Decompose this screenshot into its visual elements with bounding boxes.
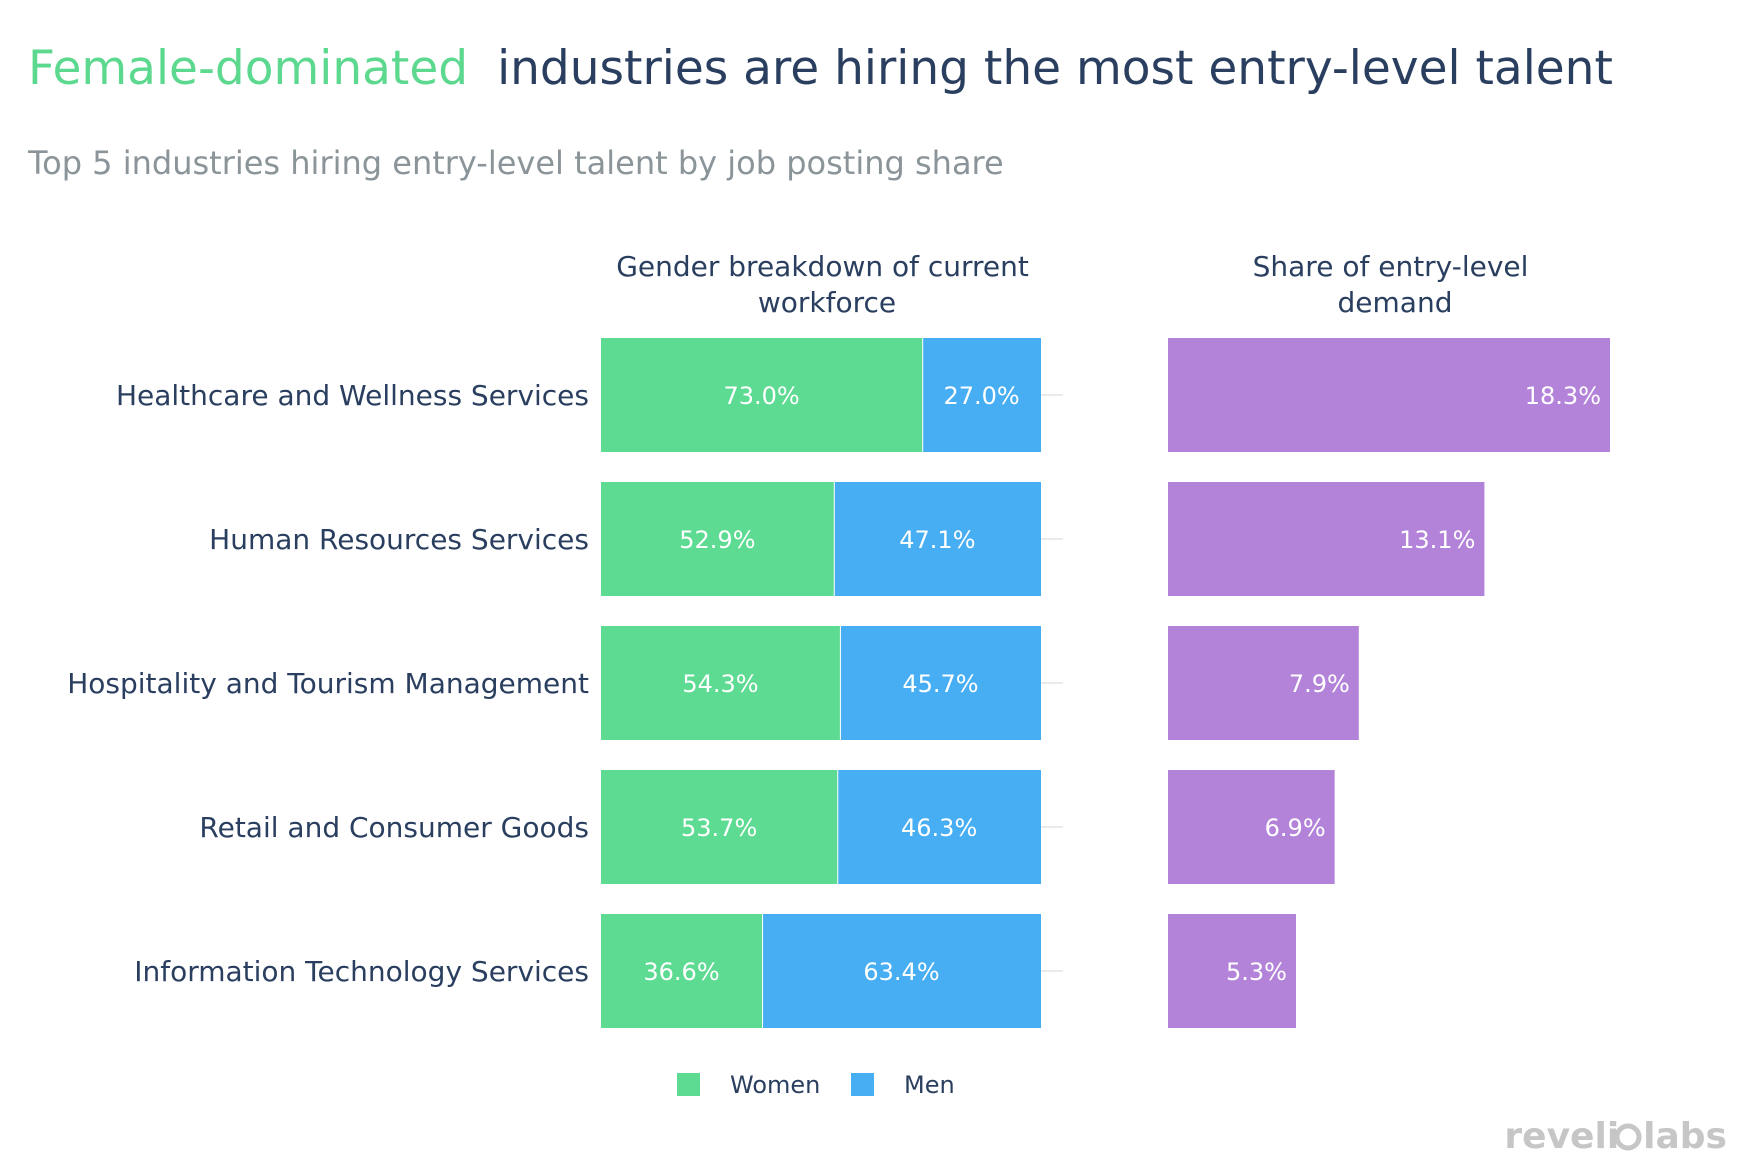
demand-panel-title-line-1: Share of entry-level [1253,250,1529,283]
bar-women-label: 53.7% [681,814,757,842]
category-labels: Healthcare and Wellness Services Human Re… [67,379,589,988]
bar-demand-label: 5.3% [1226,958,1287,986]
bar-men [834,482,1041,596]
revelio-labs-logo: reveli labs [1504,1116,1727,1157]
legend-men-label: Men [904,1071,955,1099]
logo-dot-icon [1614,1123,1642,1151]
bar-demand [1168,482,1485,596]
bar-demand [1168,770,1335,884]
category-label: Human Resources Services [209,523,589,556]
bar-demand-label: 18.3% [1525,382,1601,410]
chart-title-highlight: Female-dominated [28,41,468,96]
gender-bars: 73.0% 27.0% 52.9% 47.1% 54.3% 45.7% 53.7% 46.3%… [601,338,1041,1028]
bar-women [601,482,834,596]
bar-men-label: 46.3% [901,814,977,842]
bar-men [763,914,1041,1028]
chart-title-rest: industries are hiring the most entry-lev… [497,41,1613,96]
bar-women [601,914,763,1028]
bar-women [601,626,840,740]
logo-text-b: labs [1643,1116,1727,1157]
gender-panel-title-line-2: workforce [758,286,896,319]
bar-demand-label: 13.1% [1399,526,1475,554]
bar-demand [1168,626,1359,740]
bar-demand-label: 7.9% [1289,670,1350,698]
bar-men-label: 63.4% [863,958,939,986]
demand-panel-title-line-2: demand [1338,286,1453,319]
bar-men-label: 47.1% [899,526,975,554]
bar-demand-label: 6.9% [1265,814,1326,842]
category-label: Information Technology Services [134,955,589,988]
category-label: Healthcare and Wellness Services [116,379,589,412]
gender-panel-title-line-1: Gender breakdown of current [616,250,1029,283]
axis-ticks [1041,394,1063,972]
bar-women [601,338,923,452]
legend-men-swatch [851,1073,874,1096]
category-label: Hospitality and Tourism Management [67,667,589,700]
bar-demand [1168,914,1297,1028]
bar-men [838,770,1041,884]
category-label: Retail and Consumer Goods [199,811,589,844]
bar-demand [1168,338,1610,452]
gender-panel-title: Gender breakdown of current workforce [616,250,1038,319]
bar-men-label: 27.0% [943,382,1019,410]
demand-panel-title: Share of entry-level demand [1253,250,1538,319]
bar-men [923,338,1041,452]
bar-men-label: 45.7% [902,670,978,698]
bar-women-label: 73.0% [723,382,799,410]
legend: Women Men [677,1071,955,1099]
logo-text-a: reveli [1504,1116,1619,1157]
bar-women-label: 52.9% [679,526,755,554]
legend-women-swatch [677,1073,700,1096]
chart-title: Female-dominated industries are hiring t… [28,41,1613,96]
bar-women [601,770,838,884]
legend-women-label: Women [730,1071,820,1099]
bar-women-label: 54.3% [682,670,758,698]
bar-men [840,626,1041,740]
demand-bars: 18.3% 13.1% 7.9% 6.9% 5.3% [1168,338,1610,1028]
bar-women-label: 36.6% [643,958,719,986]
chart-subtitle: Top 5 industries hiring entry-level tale… [27,144,1004,182]
